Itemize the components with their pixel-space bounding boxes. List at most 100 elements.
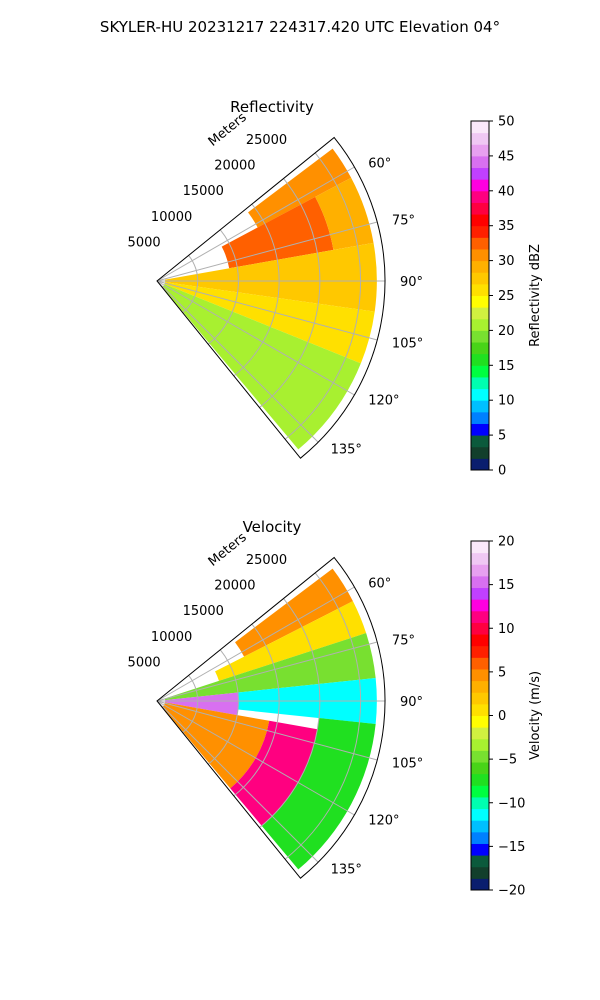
colorbar-segment-26: [471, 575, 489, 589]
range-gridline-1: [207, 229, 239, 345]
data-region-5: [162, 284, 361, 450]
colorbar-segment-19: [471, 657, 489, 670]
figure-suptitle: SKYLER-HU 20231217 224317.420 UTC Elevat…: [100, 18, 500, 36]
colorbar-segment-10: [471, 762, 489, 775]
azimuth-tick-label-0: 60°: [368, 577, 391, 592]
colorbar-segment-13: [471, 307, 489, 320]
colorbar-segment-1: [471, 446, 489, 459]
range-tick-label-3: 20000: [214, 159, 255, 174]
colorbar-segment-9: [471, 353, 489, 366]
colorbar-tick-label-7: 15: [498, 578, 515, 593]
colorbar-segment-16: [471, 692, 489, 705]
colorbar-segment-11: [471, 750, 489, 763]
azimuth-tick-label-1: 75°: [392, 214, 415, 229]
colorbar-segment-5: [471, 400, 489, 413]
colorbar-segment-12: [471, 738, 489, 751]
colorbar-tick-label-2: −10: [498, 796, 525, 811]
range-tick-label-0: 5000: [128, 235, 161, 250]
colorbar-segment-1: [471, 866, 489, 879]
colorbar-segment-8: [471, 785, 489, 798]
azimuth-gridline-0: [156, 586, 355, 702]
colorbar-tick-label-3: 15: [498, 359, 515, 374]
colorbar-segment-7: [471, 376, 489, 390]
colorbar-segment-21: [471, 214, 489, 227]
colorbar-segment-13: [471, 727, 489, 740]
colorbar-segment-28: [471, 552, 489, 565]
reflectivity-panel: Reflectivity 5000 10000 15000 20000 25000Mete…: [128, 98, 543, 479]
colorbar-segment-24: [471, 179, 489, 192]
range-tick-label-2: 15000: [183, 604, 224, 619]
colorbar-segment-2: [471, 855, 489, 868]
colorbar-segment-23: [471, 610, 489, 623]
azimuth-gridline-0: [156, 166, 355, 282]
colorbar-tick-label-0: −20: [498, 884, 525, 899]
range-gridline-1: [207, 649, 239, 765]
colorbar-segment-14: [471, 295, 489, 308]
azimuth-tick-label-1: 75°: [392, 634, 415, 649]
panel-title: Velocity: [243, 518, 302, 536]
range-gridline-4: [284, 572, 362, 860]
colorbar-segment-27: [471, 564, 489, 577]
colorbar-segment-9: [471, 773, 489, 786]
colorbar-segment-5: [471, 820, 489, 833]
data-region-3: [165, 242, 377, 312]
range-tick-label-3: 20000: [214, 579, 255, 594]
colorbar-segment-28: [471, 132, 489, 145]
colorbar-segment-11: [471, 330, 489, 343]
data-region-4: [164, 282, 375, 364]
colorbar-segment-15: [471, 703, 489, 716]
colorbar-segment-4: [471, 831, 489, 844]
colorbar-segment-17: [471, 260, 489, 273]
colorbar-segment-0: [471, 458, 489, 471]
azimuth-gridline-1: [156, 221, 378, 282]
azimuth-gridline-5: [156, 280, 319, 443]
colorbar-tick-label-8: 20: [498, 535, 515, 550]
colorbar-segment-14: [471, 715, 489, 728]
colorbar-segment-20: [471, 225, 489, 238]
colorbar-segment-25: [471, 167, 489, 180]
colorbar-segment-15: [471, 283, 489, 296]
data-region-4: [261, 718, 376, 870]
data-region-0: [248, 148, 352, 228]
colorbar-tick-label-7: 35: [498, 219, 515, 234]
colorbar-tick-label-5: 5: [498, 665, 506, 680]
azimuth-gridline-4: [156, 280, 355, 396]
colorbar-segment-2: [471, 435, 489, 448]
colorbar-segment-19: [471, 237, 489, 250]
azimuth-tick-label-3: 105°: [392, 336, 423, 351]
colorbar-tick-label-6: 10: [498, 622, 515, 637]
range-gridline-0: [182, 255, 199, 314]
azimuth-tick-label-3: 105°: [392, 756, 423, 771]
colorbar-segment-8: [471, 365, 489, 378]
range-gridline-2: [233, 203, 280, 377]
colorbar-segment-6: [471, 388, 489, 401]
azimuth-tick-label-5: 135°: [331, 863, 362, 878]
colorbar-segment-29: [471, 121, 489, 134]
data-region-5: [165, 692, 239, 716]
azimuth-gridline-5: [156, 700, 319, 863]
range-gridline-2: [233, 623, 280, 797]
colorbar-tick-label-9: 45: [498, 149, 515, 164]
colorbar-segment-24: [471, 599, 489, 612]
colorbar-label: Reflectivity dBZ: [528, 244, 543, 347]
colorbar-segment-6: [471, 808, 489, 821]
colorbar-tick-label-4: 0: [498, 709, 506, 724]
azimuth-tick-label-2: 90°: [400, 275, 423, 290]
colorbar-tick-label-1: −15: [498, 840, 525, 855]
colorbar-segment-12: [471, 318, 489, 331]
colorbar-segment-4: [471, 411, 489, 424]
azimuth-tick-label-4: 120°: [368, 394, 399, 409]
data-region-1: [215, 601, 367, 681]
colorbar: −20 −15 −10 −5 0 5 10 15 20 Velocity (m/s): [470, 535, 543, 899]
colorbar-segment-17: [471, 680, 489, 693]
colorbar-segment-20: [471, 645, 489, 658]
azimuth-tick-label-4: 120°: [368, 814, 399, 829]
colorbar-segment-23: [471, 190, 489, 203]
range-tick-label-1: 10000: [151, 210, 192, 225]
colorbar-segment-18: [471, 248, 489, 262]
colorbar-tick-label-1: 5: [498, 429, 506, 444]
range-tick-label-2: 15000: [183, 184, 224, 199]
colorbar-tick-label-4: 20: [498, 324, 515, 339]
